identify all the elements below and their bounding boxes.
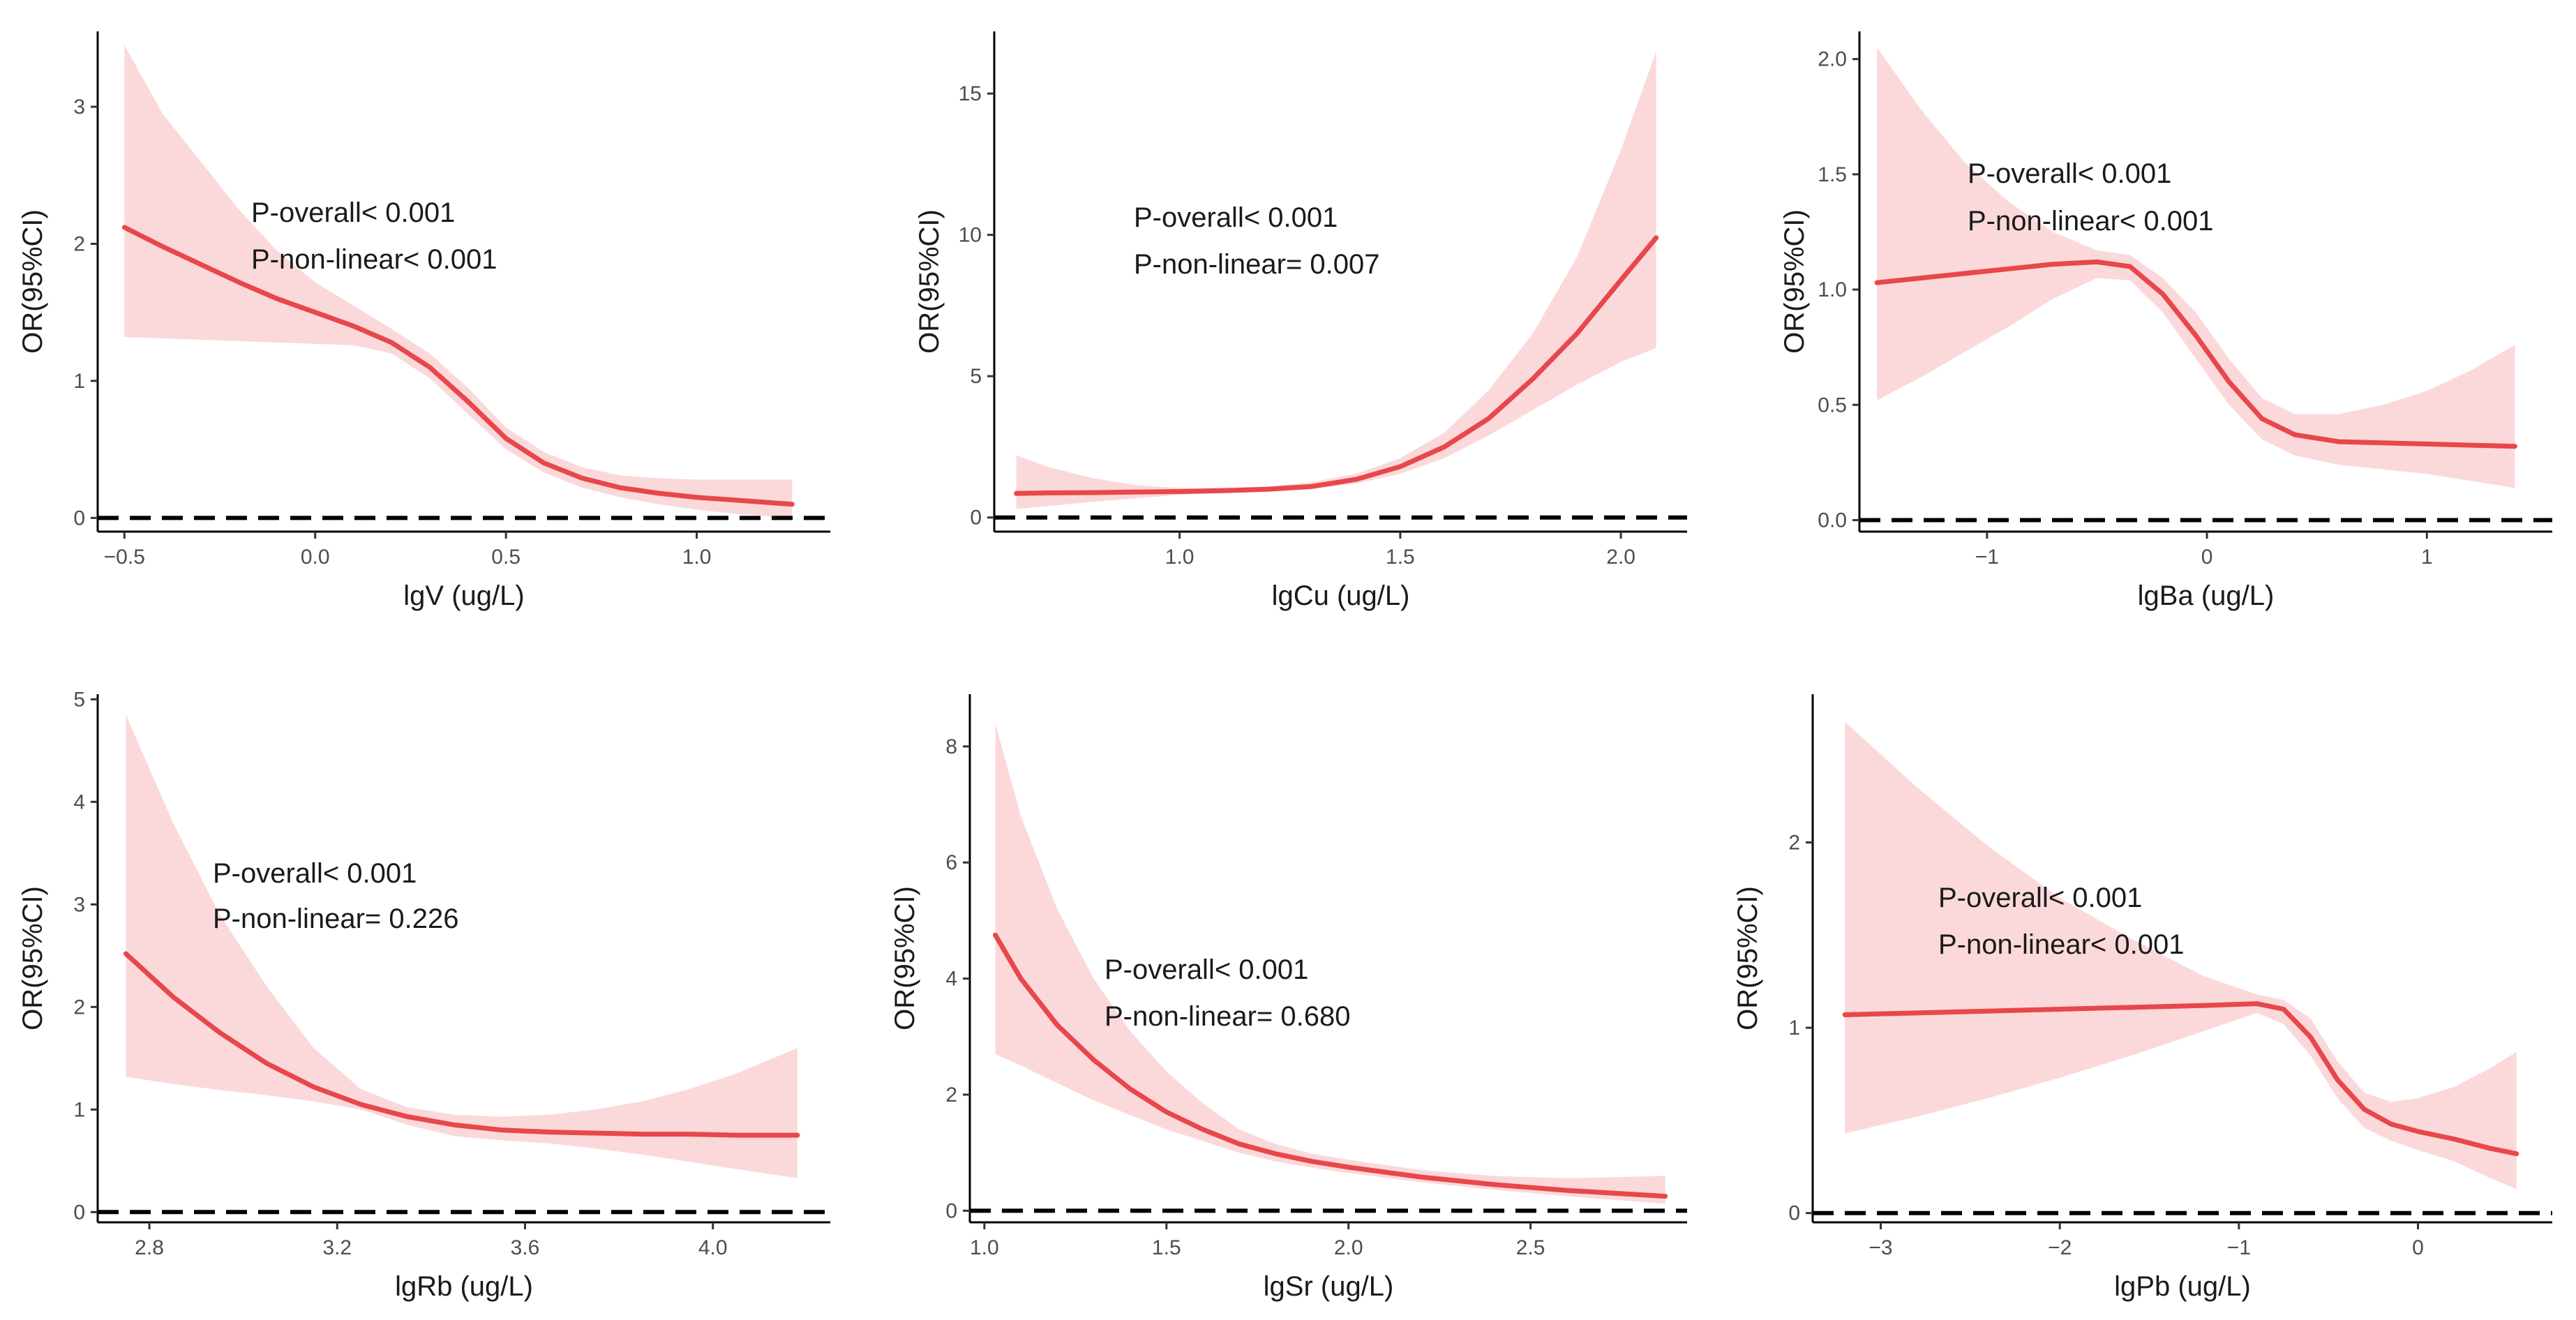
p-nonlinear-annotation: P-non-linear= 0.226	[213, 903, 458, 934]
x-tick-label: −3	[1869, 1236, 1892, 1259]
x-tick-label: 3.2	[322, 1236, 352, 1259]
chart-panel-3: 0.0 0.5 1.0 1.5 2.0 −1 0 1 lgBa (ug/L) OR(95%CI) P…	[1779, 31, 2552, 611]
x-tick-label: 0	[2201, 546, 2213, 569]
or-curve	[121, 225, 795, 507]
or-curve	[1014, 235, 1659, 496]
y-tick-label: 0	[73, 507, 85, 530]
x-axis-label: lgBa (ug/L)	[2138, 580, 2275, 611]
y-axis-label: OR(95%CI)	[1732, 886, 1763, 1030]
y-tick-label: 6	[945, 851, 957, 874]
p-overall-annotation: P-overall< 0.001	[1938, 883, 2142, 913]
x-tick-label: 4.0	[698, 1236, 728, 1259]
y-axis-label: OR(95%CI)	[1779, 209, 1810, 354]
ci-band	[1845, 721, 2517, 1190]
y-tick-label: 0	[1788, 1202, 1800, 1225]
x-axis-label: lgV (ug/L)	[403, 580, 524, 611]
p-nonlinear-annotation: P-non-linear< 0.001	[1968, 206, 2213, 237]
chart-panel-5: 0 2 4 6 8 1.0 1.5 2.0 2.5 lgSr (ug/L) OR(95%CI) P-o…	[890, 694, 1687, 1302]
p-nonlinear-annotation: P-non-linear< 0.001	[251, 244, 497, 275]
y-axis-label: OR(95%CI)	[890, 886, 920, 1030]
or-curve	[123, 951, 800, 1138]
x-tick-label: 1.5	[1152, 1236, 1181, 1259]
x-tick-label: 2.5	[1516, 1236, 1545, 1259]
p-nonlinear-annotation: P-non-linear= 0.680	[1104, 1001, 1350, 1032]
y-tick-label: 0.0	[1818, 509, 1847, 532]
x-tick-label: −1	[1975, 546, 1999, 569]
y-tick-label: 15	[959, 82, 982, 105]
x-tick-label: 0	[2412, 1236, 2424, 1259]
or-curve	[1842, 1001, 2519, 1157]
y-tick-label: 4	[73, 790, 85, 813]
y-tick-label: 0	[945, 1199, 957, 1222]
ci-band	[1016, 51, 1656, 509]
x-tick-label: 1.0	[682, 546, 712, 569]
x-tick-label: 1	[2421, 546, 2433, 569]
or-curve	[1874, 259, 2517, 449]
x-axis-label: lgSr (ug/L)	[1264, 1271, 1394, 1302]
y-tick-label: 0.5	[1818, 393, 1847, 417]
y-tick-label: 1	[73, 1098, 85, 1121]
y-tick-label: 2	[73, 996, 85, 1019]
x-tick-label: 2.0	[1606, 546, 1635, 569]
y-axis-label: OR(95%CI)	[914, 209, 945, 354]
y-tick-label: 2.0	[1818, 48, 1847, 71]
y-tick-label: 1.0	[1818, 278, 1847, 301]
x-axis-label: lgRb (ug/L)	[395, 1271, 533, 1302]
y-tick-label: 10	[959, 224, 982, 247]
chart-panel-1: 0 1 2 3 −0.5 0.0 0.5 1.0 lgV (ug/L) OR(95%CI) P-ov…	[17, 31, 830, 611]
ci-band	[995, 723, 1665, 1204]
chart-panel-6: 0 1 2 −3 −2 −1 0 lgPb (ug/L) OR(95%CI) P-overall<…	[1732, 694, 2552, 1302]
p-nonlinear-annotation: P-non-linear= 0.007	[1134, 249, 1379, 280]
y-axis-label: OR(95%CI)	[17, 209, 48, 354]
p-nonlinear-annotation: P-non-linear< 0.001	[1938, 929, 2184, 960]
x-tick-label: 1.5	[1386, 546, 1415, 569]
x-tick-label: 0.5	[491, 546, 521, 569]
x-axis-label: lgCu (ug/L)	[1272, 580, 1410, 611]
y-tick-label: 5	[970, 365, 982, 388]
p-overall-annotation: P-overall< 0.001	[1968, 158, 2171, 189]
p-overall-annotation: P-overall< 0.001	[1104, 954, 1308, 985]
x-tick-label: 0.0	[301, 546, 330, 569]
p-overall-annotation: P-overall< 0.001	[213, 858, 417, 889]
y-tick-label: 3	[73, 893, 85, 916]
ci-band	[1877, 47, 2515, 488]
chart-panel-2: 0 5 10 15 1.0 1.5 2.0 lgCu (ug/L) OR(95%CI) P-ove…	[914, 31, 1687, 611]
y-tick-label: 2	[1788, 831, 1800, 854]
y-tick-label: 0	[970, 507, 982, 530]
y-tick-label: 0	[73, 1201, 85, 1224]
or-curve	[993, 932, 1668, 1199]
y-tick-label: 1.5	[1818, 163, 1847, 186]
x-tick-label: 2.8	[135, 1236, 164, 1259]
x-tick-label: 2.0	[1334, 1236, 1363, 1259]
y-tick-label: 2	[945, 1083, 957, 1107]
x-tick-label: −2	[2048, 1236, 2072, 1259]
ci-band	[124, 45, 793, 518]
y-tick-label: 8	[945, 735, 957, 758]
y-tick-label: 5	[73, 688, 85, 711]
x-tick-label: −0.5	[104, 546, 145, 569]
p-overall-annotation: P-overall< 0.001	[251, 197, 455, 228]
ci-band	[126, 714, 797, 1178]
x-axis-label: lgPb (ug/L)	[2114, 1271, 2251, 1302]
y-tick-label: 1	[73, 370, 85, 393]
x-tick-label: 3.6	[511, 1236, 540, 1259]
y-tick-label: 2	[73, 232, 85, 255]
y-tick-label: 4	[945, 968, 957, 991]
y-axis-label: OR(95%CI)	[17, 886, 48, 1030]
x-tick-label: −1	[2227, 1236, 2251, 1259]
chart-panel-4: 0 1 2 3 4 5 2.8 3.2 3.6 4.0 lgRb (ug/L) OR(95%CI) P-…	[17, 688, 830, 1302]
y-tick-label: 3	[73, 96, 85, 119]
x-tick-label: 1.0	[1165, 546, 1195, 569]
y-tick-label: 1	[1788, 1017, 1800, 1040]
p-overall-annotation: P-overall< 0.001	[1134, 202, 1338, 233]
x-tick-label: 1.0	[970, 1236, 999, 1259]
